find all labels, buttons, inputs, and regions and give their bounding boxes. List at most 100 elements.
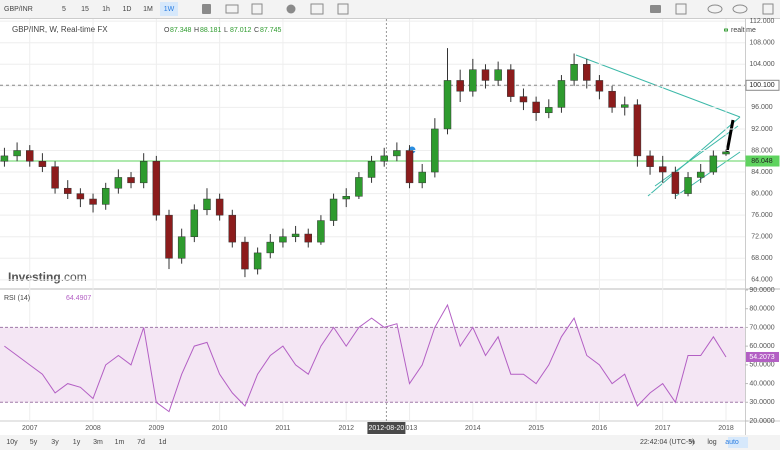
x-tick-label: 2009 <box>149 425 165 432</box>
interval[interactable]: 5 <box>62 6 66 13</box>
symbol[interactable]: GBP/INR <box>4 6 33 13</box>
range-button[interactable]: 5y <box>30 439 38 446</box>
icon[interactable] <box>202 4 211 14</box>
rsi-tick-label: 50.0000 <box>749 362 774 369</box>
interval[interactable]: 15 <box>81 6 89 13</box>
x-tick-label: 2008 <box>85 425 101 432</box>
candle-body <box>317 220 325 243</box>
crosshair-label: 2012-08-20 <box>369 425 405 432</box>
candle-body <box>177 236 186 259</box>
x-tick-label: 2010 <box>212 425 228 432</box>
candle-body <box>76 193 85 200</box>
price-label: 100.100 <box>749 82 774 89</box>
y-tick-label: 68.000 <box>751 255 773 262</box>
legend-key: O <box>164 27 170 34</box>
x-tick-label: 2007 <box>22 425 38 432</box>
footer-option[interactable]: % <box>689 439 695 446</box>
x-tick-label: 2011 <box>275 425 290 432</box>
candle-body <box>127 177 135 184</box>
candle-body <box>0 155 9 162</box>
price-label: 86.048 <box>751 158 773 165</box>
trend-line <box>647 116 741 197</box>
rsi-last-box <box>746 351 779 362</box>
candle-body <box>418 171 426 184</box>
watermark-brand: Investing <box>8 270 61 284</box>
rsi-band <box>0 327 745 403</box>
rsi-line <box>4 303 727 413</box>
watermark: Investing.com <box>8 270 87 284</box>
candle-body <box>329 198 338 221</box>
toolbar <box>0 0 780 18</box>
legend-key: L <box>224 27 228 34</box>
candle-body <box>494 69 502 81</box>
icon[interactable] <box>762 3 774 15</box>
candle-body <box>279 236 287 243</box>
interval[interactable]: 1W <box>164 6 175 13</box>
rsi-tick-label: 90.0000 <box>749 287 774 294</box>
icon[interactable] <box>251 3 263 15</box>
candle-body <box>26 150 34 162</box>
candle-body <box>696 171 705 178</box>
range-button[interactable]: 3y <box>51 439 59 446</box>
footer-option[interactable]: auto <box>725 439 739 446</box>
x-tick-label: 2015 <box>528 425 544 432</box>
candle-body <box>342 196 350 200</box>
candle-body <box>228 214 237 243</box>
range-button[interactable]: 7d <box>137 439 145 446</box>
y-tick-label: 76.000 <box>751 212 773 219</box>
candle-body <box>507 69 515 97</box>
candle-body <box>532 101 540 114</box>
candle-body <box>114 177 123 189</box>
rsi-tick-label: 40.0000 <box>749 380 774 387</box>
y-tick-label: 108.000 <box>749 40 774 47</box>
range-button[interactable]: 1d <box>159 439 167 446</box>
range-button[interactable]: 10y <box>6 439 18 446</box>
candle-body <box>583 64 591 81</box>
icon[interactable] <box>310 3 324 15</box>
icon[interactable] <box>337 3 349 15</box>
icon[interactable] <box>650 5 661 13</box>
candle-body <box>253 252 262 270</box>
toolbar-icons <box>202 3 774 15</box>
candle-body <box>646 155 654 167</box>
legend-value: 87.745 <box>260 27 282 34</box>
candle-body <box>393 150 401 157</box>
y-tick-label: 92.000 <box>751 126 773 133</box>
candle-body <box>608 90 616 108</box>
range-button[interactable]: 3m <box>93 439 103 446</box>
icon[interactable] <box>732 4 748 14</box>
x-tick-label: 2016 <box>592 425 608 432</box>
interval[interactable]: 1D <box>123 6 132 13</box>
interval-selected <box>160 2 178 16</box>
range-button[interactable]: 1y <box>73 439 81 446</box>
y-tick-label: 80.000 <box>751 190 773 197</box>
candle-body <box>215 198 224 216</box>
candle-body <box>190 209 199 237</box>
icon[interactable] <box>675 3 687 15</box>
clock: 22:42:04 (UTC-5) <box>640 439 694 446</box>
interval[interactable]: 1h <box>102 6 110 13</box>
interval[interactable]: 1M <box>143 6 153 13</box>
legend-key: C <box>254 27 259 34</box>
icon[interactable] <box>707 4 723 14</box>
range-button[interactable]: 1m <box>115 439 125 446</box>
candle-body <box>165 214 173 259</box>
legend-key: H <box>194 27 199 34</box>
candle-body <box>355 177 363 197</box>
candle-body <box>469 69 477 92</box>
x-tick-label: 2017 <box>655 425 671 432</box>
footer-option[interactable]: log <box>707 439 716 446</box>
candle-body <box>203 198 211 211</box>
icon[interactable] <box>225 4 239 14</box>
candle-body <box>545 107 553 114</box>
candle-body <box>519 96 528 103</box>
candle-body <box>266 241 275 254</box>
legend-value: 87.012 <box>230 27 252 34</box>
candle-body <box>89 198 97 205</box>
icon[interactable] <box>286 4 296 14</box>
candle-body <box>722 151 730 155</box>
candle-body <box>595 80 604 92</box>
candle-body <box>621 104 629 108</box>
y-tick-label: 72.000 <box>751 234 773 241</box>
